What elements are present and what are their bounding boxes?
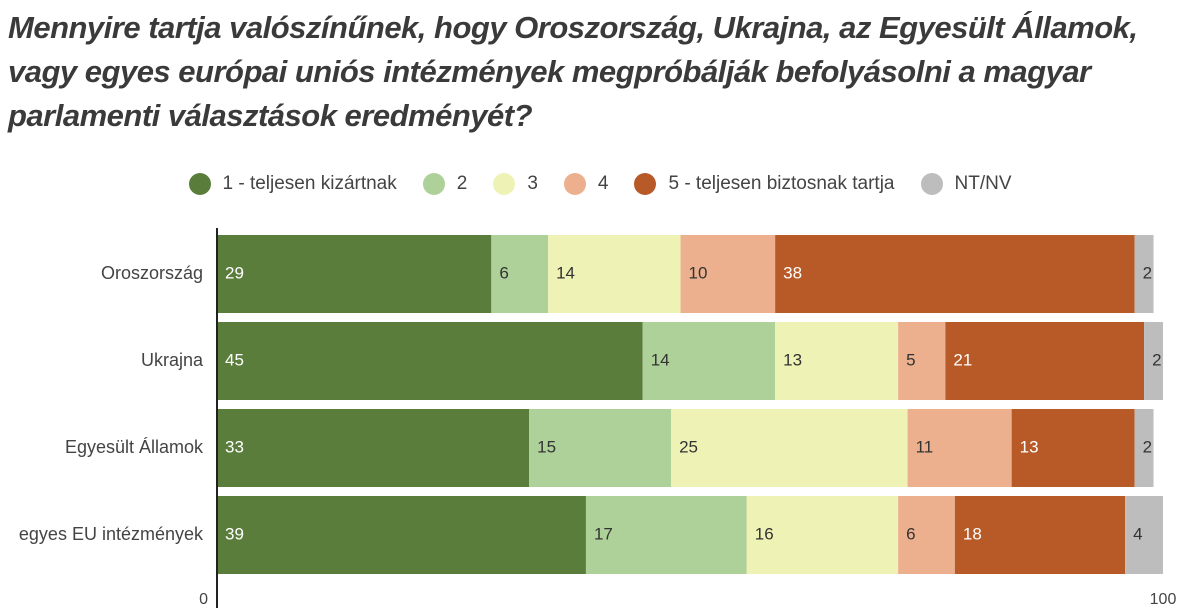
legend-label: 3 (527, 173, 538, 194)
legend-label: 2 (456, 173, 468, 194)
category-label-egyesult-allamok: Egyesült Államok (65, 437, 204, 457)
bar-egyes-eu-intezmenyek-5-teljesen-biztosnak-tartja (954, 496, 1126, 574)
bar-egyesult-allamok-2 (529, 409, 672, 487)
legend-swatch-nt-nv (920, 173, 943, 195)
category-label-ukrajna: Ukrajna (141, 350, 204, 370)
legend-item-3: 3 (493, 173, 538, 195)
data-label-egyesult-allamok-nt-nv: 2 (1143, 437, 1152, 456)
data-label-oroszorszag-3: 14 (556, 263, 575, 282)
category-label-egyes-eu-intezmenyek: egyes EU intézmények (19, 524, 204, 544)
legend-item-5-teljesen-biztosnak-tartja: 5 - teljesen biztosnak tartja (634, 173, 895, 195)
data-label-egyesult-allamok-1-teljesen-kizartnak: 33 (225, 437, 244, 456)
data-label-oroszorszag-1-teljesen-kizartnak: 29 (225, 263, 244, 282)
bar-oroszorszag-nt-nv (1134, 235, 1154, 313)
data-label-oroszorszag-nt-nv: 2 (1143, 263, 1152, 282)
data-label-ukrajna-4: 5 (906, 350, 915, 369)
data-label-egyesult-allamok-5-teljesen-biztosnak-tartja: 13 (1020, 437, 1039, 456)
legend-swatch-1-teljesen-kizartnak (188, 173, 211, 195)
data-label-ukrajna-2: 14 (651, 350, 670, 369)
data-label-ukrajna-5-teljesen-biztosnak-tartja: 21 (953, 350, 972, 369)
bar-egyesult-allamok-nt-nv (1134, 409, 1154, 487)
bar-egyesult-allamok-1-teljesen-kizartnak (217, 409, 530, 487)
bar-ukrajna-5-teljesen-biztosnak-tartja (945, 322, 1145, 400)
data-label-oroszorszag-5-teljesen-biztosnak-tartja: 38 (783, 263, 802, 282)
legend-label: 1 - teljesen kizártnak (222, 173, 397, 194)
legend-item-nt-nv: NT/NV (920, 173, 1012, 195)
data-label-ukrajna-nt-nv: 2 (1152, 350, 1161, 369)
data-label-egyes-eu-intezmenyek-3: 16 (755, 524, 774, 543)
legend-swatch-2 (422, 173, 445, 195)
data-label-egyes-eu-intezmenyek-5-teljesen-biztosnak-tartja: 18 (963, 524, 982, 543)
data-label-egyesult-allamok-3: 25 (679, 437, 698, 456)
legend-swatch-4 (563, 173, 586, 195)
bar-egyes-eu-intezmenyek-3 (746, 496, 899, 574)
bar-egyes-eu-intezmenyek-2 (585, 496, 747, 574)
x-tick-label-100: 100 (1150, 591, 1177, 608)
data-label-egyes-eu-intezmenyek-nt-nv: 4 (1133, 524, 1142, 543)
data-label-oroszorszag-2: 6 (499, 263, 508, 282)
chart-title: Mennyire tartja valószínűnek, hogy Orosz… (8, 10, 1138, 133)
data-label-egyesult-allamok-2: 15 (537, 437, 556, 456)
bar-ukrajna-nt-nv (1144, 322, 1163, 400)
data-label-ukrajna-3: 13 (783, 350, 802, 369)
legend-item-2: 2 (422, 173, 468, 195)
bar-ukrajna-1-teljesen-kizartnak (217, 322, 643, 400)
bar-oroszorszag-1-teljesen-kizartnak (217, 235, 492, 313)
legend-swatch-3 (493, 173, 516, 195)
bar-oroszorszag-3 (548, 235, 681, 313)
bar-egyesult-allamok-3 (671, 409, 908, 487)
bar-egyes-eu-intezmenyek-1-teljesen-kizartnak (217, 496, 586, 574)
category-label-oroszorszag: Oroszország (101, 263, 203, 283)
data-label-egyesult-allamok-4: 11 (916, 437, 934, 456)
bar-ukrajna-2 (642, 322, 776, 400)
data-label-ukrajna-1-teljesen-kizartnak: 45 (225, 350, 244, 369)
bar-oroszorszag-4 (680, 235, 776, 313)
bar-oroszorszag-5-teljesen-biztosnak-tartja (775, 235, 1135, 313)
data-label-egyes-eu-intezmenyek-2: 17 (594, 524, 613, 543)
bar-egyes-eu-intezmenyek-nt-nv (1125, 496, 1163, 574)
data-label-egyes-eu-intezmenyek-4: 6 (906, 524, 915, 543)
bar-egyesult-allamok-5-teljesen-biztosnak-tartja (1011, 409, 1135, 487)
legend-label: 5 - teljesen biztosnak tartja (668, 173, 895, 194)
data-label-oroszorszag-4: 10 (689, 263, 708, 282)
bar-ukrajna-4 (898, 322, 946, 400)
bar-ukrajna-3 (775, 322, 899, 400)
legend: 1 - teljesen kizártnak 2 3 4 5 - teljesen bi… (0, 168, 1200, 200)
legend-item-1-teljesen-kizartnak: 1 - teljesen kizártnak (188, 173, 397, 195)
data-label-egyes-eu-intezmenyek-1-teljesen-kizartnak: 39 (225, 524, 244, 543)
bar-oroszorszag-2 (491, 235, 549, 313)
legend-label: 4 (597, 173, 609, 194)
legend-item-4: 4 (563, 173, 609, 195)
legend-label: NT/NV (954, 173, 1012, 194)
bar-egyesult-allamok-4 (907, 409, 1012, 487)
bar-egyes-eu-intezmenyek-4 (898, 496, 955, 574)
legend-swatch-5-teljesen-biztosnak-tartja (634, 173, 657, 195)
x-tick-label-0: 0 (199, 591, 208, 608)
